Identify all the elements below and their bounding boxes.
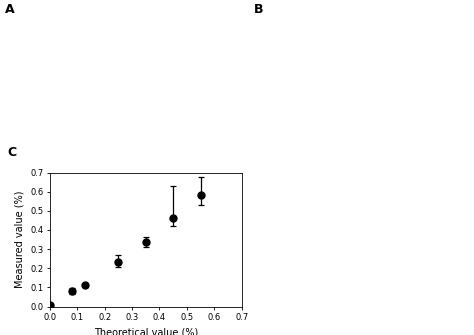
X-axis label: Theoretical value (%): Theoretical value (%) bbox=[94, 327, 198, 335]
Text: C: C bbox=[7, 146, 16, 159]
Text: A: A bbox=[5, 3, 14, 16]
Text: B: B bbox=[254, 3, 263, 16]
Y-axis label: Measured value (%): Measured value (%) bbox=[15, 191, 25, 288]
